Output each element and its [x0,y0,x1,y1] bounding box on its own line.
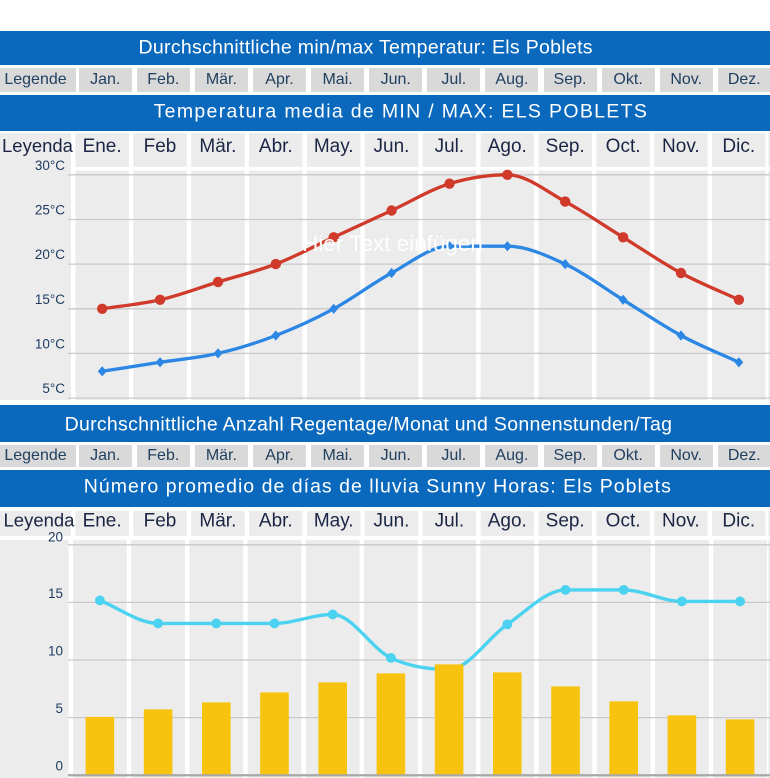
svg-text:Abr.: Abr. [259,136,293,157]
svg-text:Dic.: Dic. [722,136,755,157]
svg-text:5: 5 [56,701,64,716]
svg-text:May.: May. [314,511,354,531]
svg-text:Leyenda: Leyenda [2,135,74,156]
svg-text:Ago.: Ago. [488,136,527,157]
svg-text:Jun.: Jun. [374,511,410,531]
svg-text:Oct.: Oct. [606,511,641,531]
svg-text:Jul.: Jul. [435,136,465,157]
svg-text:Mär.: Mär. [199,511,236,531]
svg-text:Ene.: Ene. [83,511,122,531]
svg-text:20°C: 20°C [35,247,65,262]
svg-text:Feb: Feb [144,136,177,157]
svg-text:10: 10 [48,643,63,658]
svg-text:Hier Text einfügen: Hier Text einfügen [302,231,483,256]
svg-text:15°C: 15°C [35,292,65,307]
svg-text:Leyenda: Leyenda [4,511,76,530]
svg-text:Mär.: Mär. [199,136,236,157]
svg-text:Nov.: Nov. [662,511,700,531]
svg-text:30°C: 30°C [35,158,65,173]
svg-text:Sep.: Sep. [546,511,585,531]
svg-text:20: 20 [48,529,63,544]
svg-text:Jun.: Jun. [374,136,410,157]
svg-text:Ago.: Ago. [488,511,527,531]
svg-text:May.: May. [314,136,354,157]
svg-text:Ene.: Ene. [83,136,122,157]
svg-text:10°C: 10°C [35,336,65,351]
svg-text:Oct.: Oct. [606,136,641,157]
svg-text:Dic.: Dic. [722,511,755,531]
svg-text:15: 15 [48,585,63,600]
svg-text:Abr.: Abr. [259,511,293,531]
svg-text:5°C: 5°C [42,381,65,396]
svg-text:Sep.: Sep. [546,136,585,157]
svg-text:Feb: Feb [144,511,177,531]
svg-text:0: 0 [56,758,64,773]
svg-text:Nov.: Nov. [662,136,700,157]
svg-text:Jul.: Jul. [435,511,465,531]
svg-text:25°C: 25°C [35,203,65,218]
